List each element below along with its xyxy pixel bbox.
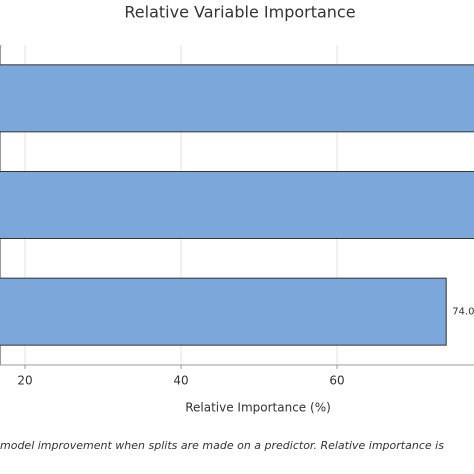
chart-title: Relative Variable Importance [124, 3, 355, 22]
x-axis-label: Relative Importance (%) [185, 401, 331, 415]
x-tick-label: 20 [17, 374, 32, 388]
value-label: 74.0 [452, 307, 474, 318]
bar [0, 171, 474, 239]
x-tick-label: 60 [329, 374, 344, 388]
footnote: model improvement when splits are made o… [0, 439, 444, 452]
bar [0, 64, 474, 133]
x-tick-label: 40 [173, 374, 188, 388]
bar [0, 277, 447, 346]
